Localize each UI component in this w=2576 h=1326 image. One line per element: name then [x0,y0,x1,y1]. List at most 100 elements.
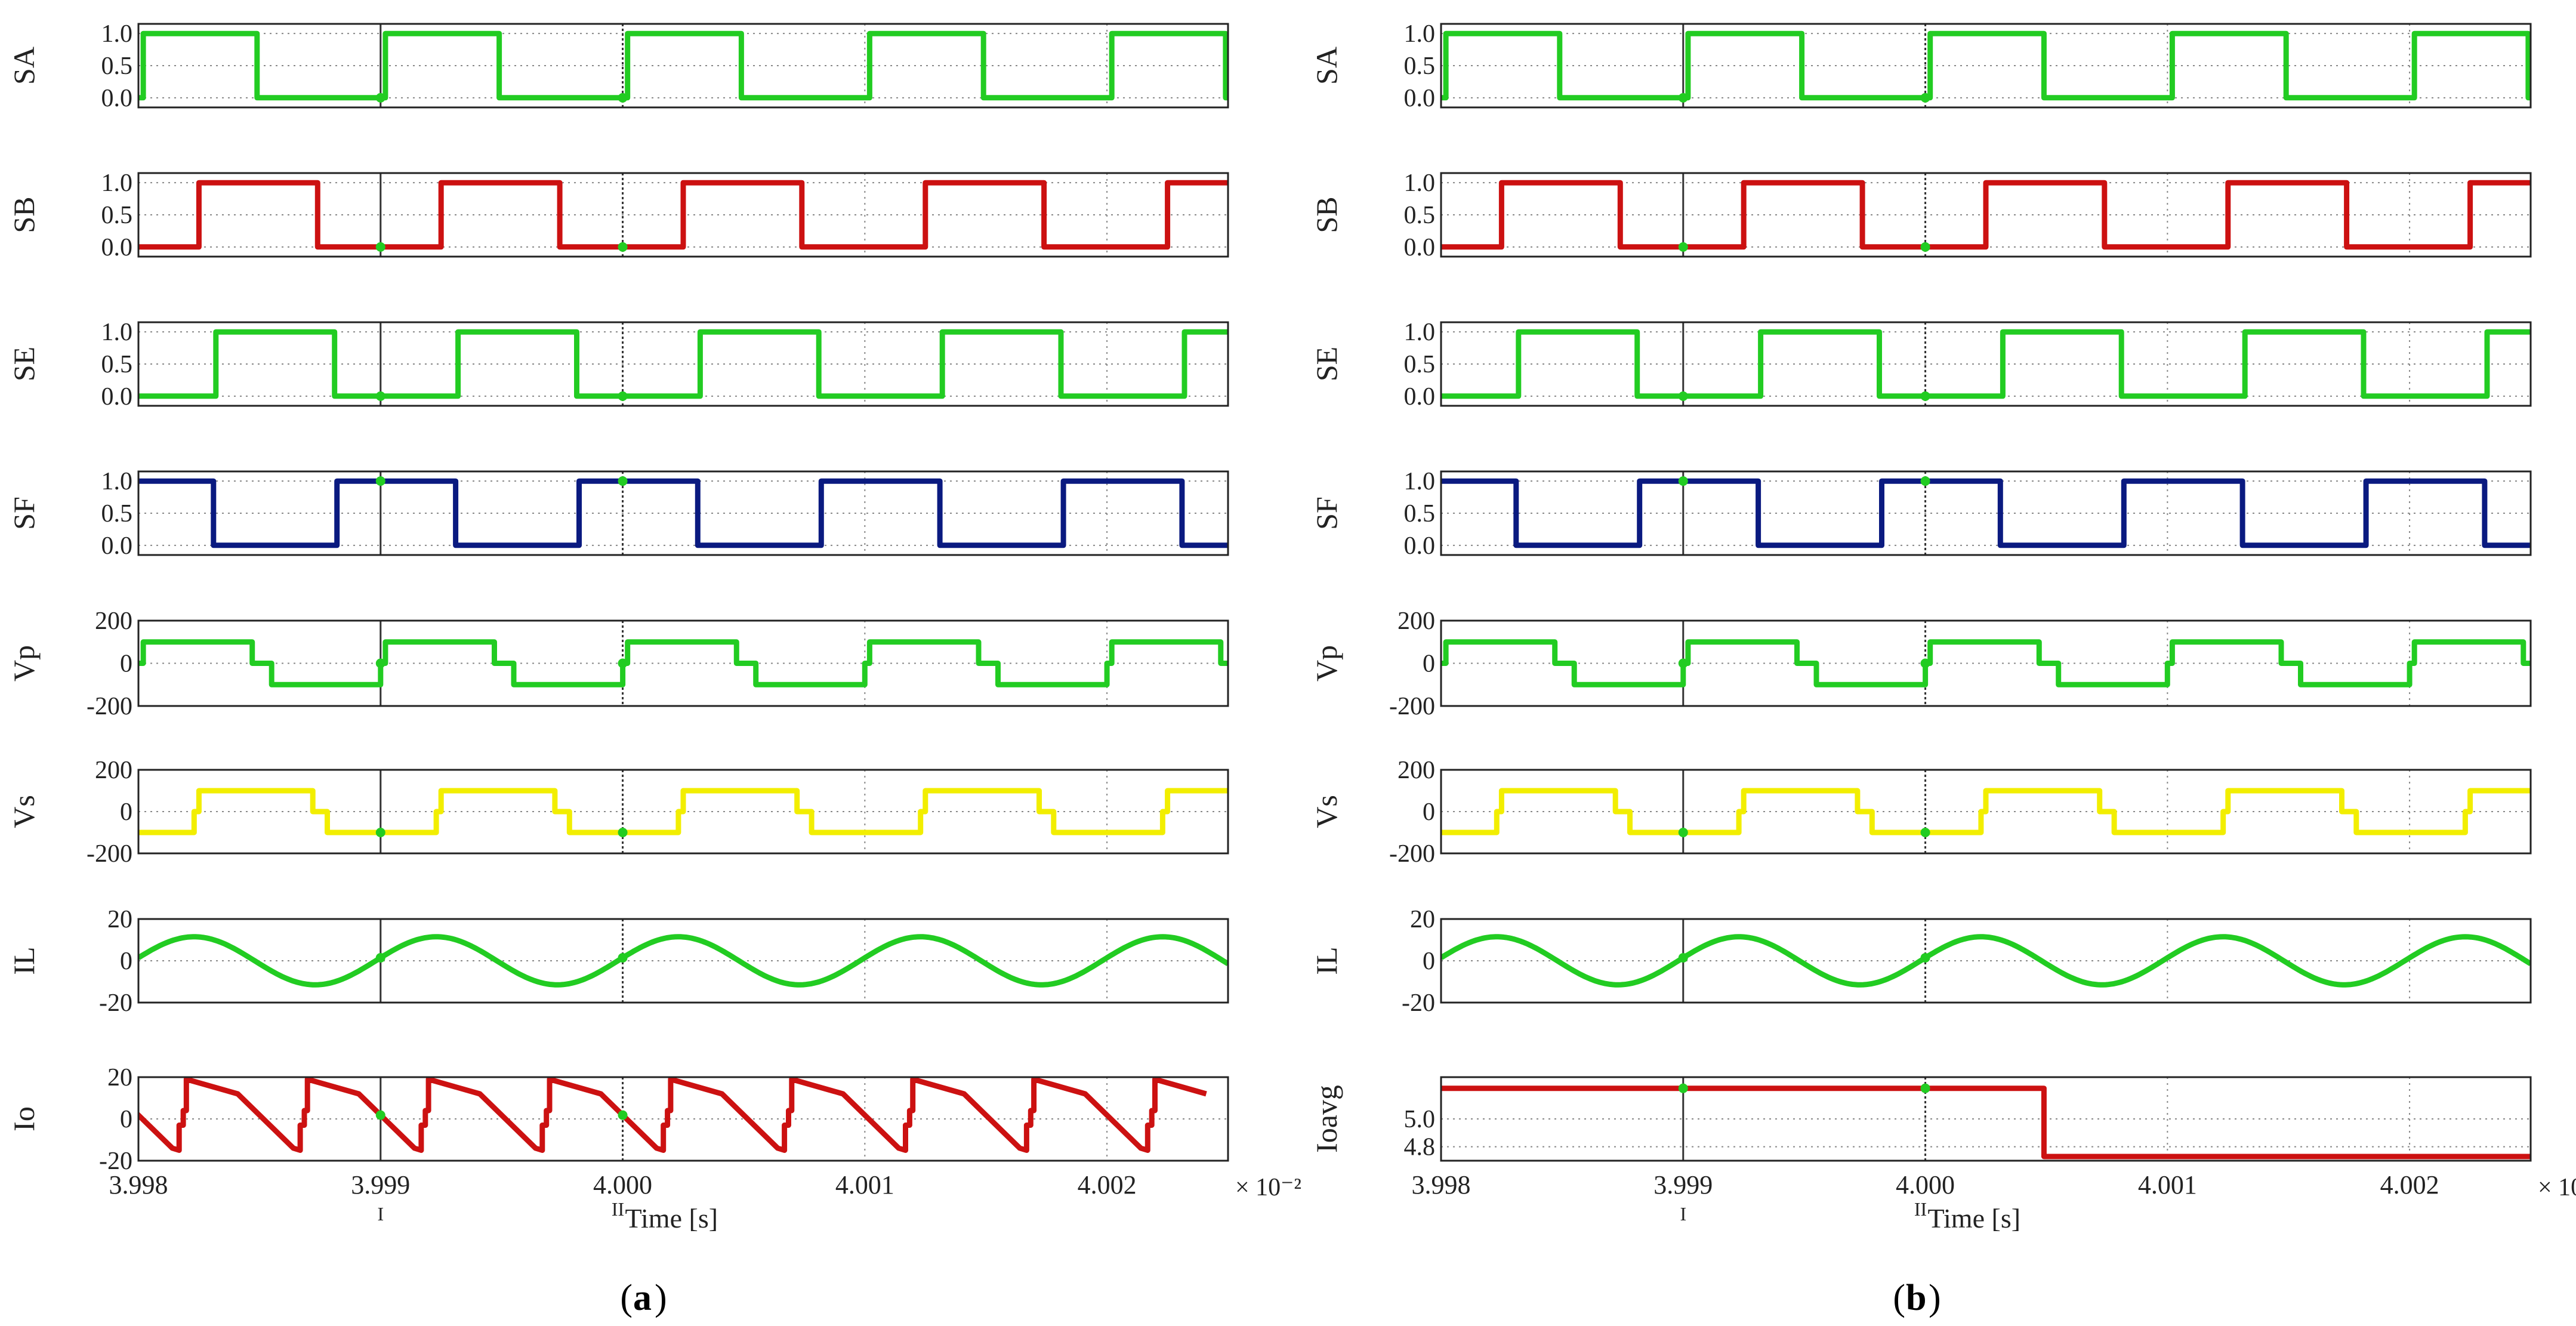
series-se-trace [138,329,1228,399]
plot-frame [137,321,1229,407]
x-axis-label: Time [s] [1928,1203,2021,1234]
y-axis-label-io: Io [7,1106,41,1131]
cursor-i-marker [1678,92,1688,103]
y-tick-label: 200 [1397,757,1435,784]
cursor-i-marker [1678,476,1688,486]
cursor-ii-label: II [1914,1198,1927,1220]
x-tick-label: 4.000 [1896,1170,1955,1199]
subplot-il: -20 0 20 IL [7,906,1229,1017]
cursor-i-marker [1678,391,1688,401]
y-axis-label-sb: SB [7,196,41,233]
y-tick-label: 1.0 [101,169,133,197]
series-vp-trace [138,639,1228,687]
y-tick-label: 0.0 [1404,383,1436,411]
cursor-ii-marker [1920,92,1930,103]
y-axis-label-vp: Vp [1310,645,1343,681]
y-tick-label: 1.0 [101,468,133,495]
y-tick-label: 0 [120,1106,132,1133]
y-axis-label-vp: Vp [7,645,41,681]
y-axis-label-sa: SA [1310,47,1343,85]
y-tick-label: 1.0 [1404,468,1436,495]
y-tick-label: -20 [99,1148,132,1175]
y-tick-label: 5.0 [1404,1106,1436,1133]
y-axis-label-sa: SA [7,47,41,85]
plot-frame [1440,23,2532,109]
y-tick-label: 0.0 [101,383,133,411]
series-vs-trace [1441,788,2531,835]
subplot-sf: 0.0 0.5 1.0 SF [1310,468,2532,560]
cursor-ii-label: II [612,1198,624,1220]
cursor-i-marker [1678,952,1688,963]
x-tick-label: 3.999 [1653,1170,1713,1199]
y-tick-label: 0.0 [101,85,133,112]
caption-open-a: ( [620,1278,633,1318]
cursor-ii-marker [618,828,628,837]
y-tick-label: 1.0 [1404,169,1436,197]
cursor-i-marker [375,952,385,963]
y-tick-label: 20 [1410,906,1435,933]
y-tick-label: 0.5 [101,351,133,378]
series-sf-trace [138,478,1228,548]
y-tick-label: 0.0 [1404,532,1436,560]
plot-frame [137,1076,1229,1162]
y-axis-label-sf: SF [1310,497,1343,530]
subplot-sa: 0.0 0.5 1.0 SA [7,20,1229,112]
y-tick-label: 0.5 [1404,202,1436,229]
caption-close-a: ) [655,1278,667,1318]
y-tick-label: 4.8 [1404,1134,1436,1161]
cursor-i-marker [375,92,385,103]
y-axis-label-vs: Vs [7,795,41,828]
series-sa-trace [1441,30,2531,101]
y-tick-label: -200 [87,840,132,868]
y-tick-label: 1.0 [101,319,133,346]
y-axis-label-ioavg: Ioavg [1310,1085,1343,1153]
subplot-ioavg: 4.85.0 Ioavg [1310,1076,2532,1162]
y-tick-label: 0 [120,650,132,678]
series-io-trace [138,1077,1207,1153]
y-tick-label: 0 [120,948,132,975]
series-vs-trace [138,788,1228,835]
caption-open-b: ( [1893,1278,1905,1318]
y-tick-label: -200 [1389,840,1435,868]
plot-frame [137,918,1229,1004]
plot-frame [1440,619,2532,707]
caption-b: b [1906,1278,1926,1318]
plot-frame [137,619,1229,707]
cursor-ii-marker [1920,476,1930,486]
cursor-i-marker [1678,828,1688,837]
plot-frame [1440,470,2532,556]
cursor-ii-marker [618,1110,628,1120]
y-axis-label-se: SE [7,347,41,381]
x-tick-label: 4.002 [2380,1170,2439,1199]
y-tick-label: 1.0 [1404,319,1436,346]
y-tick-label: 0 [120,798,132,826]
subplot-sf: 0.0 0.5 1.0 SF [7,468,1229,560]
y-tick-label: 0 [1423,798,1435,826]
plot-frame [1440,172,2532,258]
series-sa-trace [138,30,1228,101]
cursor-i-marker [375,242,385,252]
series-il-trace [138,934,1228,988]
cursor-ii-marker [1920,952,1930,963]
y-axis-label-sb: SB [1310,196,1343,233]
y-tick-label: 0.5 [1404,53,1436,80]
cursor-ii-marker [1920,391,1930,401]
cursor-i-marker [375,1110,385,1120]
plot-frame [1440,769,2532,855]
plot-frame [137,769,1229,855]
subplot-vp: -200 0 200 Vp [7,608,1229,720]
series-sb-trace [138,180,1228,250]
plot-frame [1440,321,2532,407]
y-tick-label: 0.0 [1404,85,1436,112]
plot-frame [1440,1076,2532,1162]
cursor-ii-marker [618,92,628,103]
plot-frame [137,172,1229,258]
panel-b: 0.0 0.5 1.0 SA 0.0 0.5 1.0 SB 0.0 0.5 1.0 SE 0.0 0.5 1… [1310,20,2576,1234]
cursor-ii-marker [618,476,628,486]
subplot-vp: -200 0 200 Vp [1310,608,2532,720]
cursor-i-label: I [1680,1203,1686,1225]
cursor-i-marker [1678,1083,1688,1093]
y-tick-label: -200 [87,693,132,720]
y-tick-label: 200 [95,757,132,784]
plot-frame [1440,918,2532,1004]
